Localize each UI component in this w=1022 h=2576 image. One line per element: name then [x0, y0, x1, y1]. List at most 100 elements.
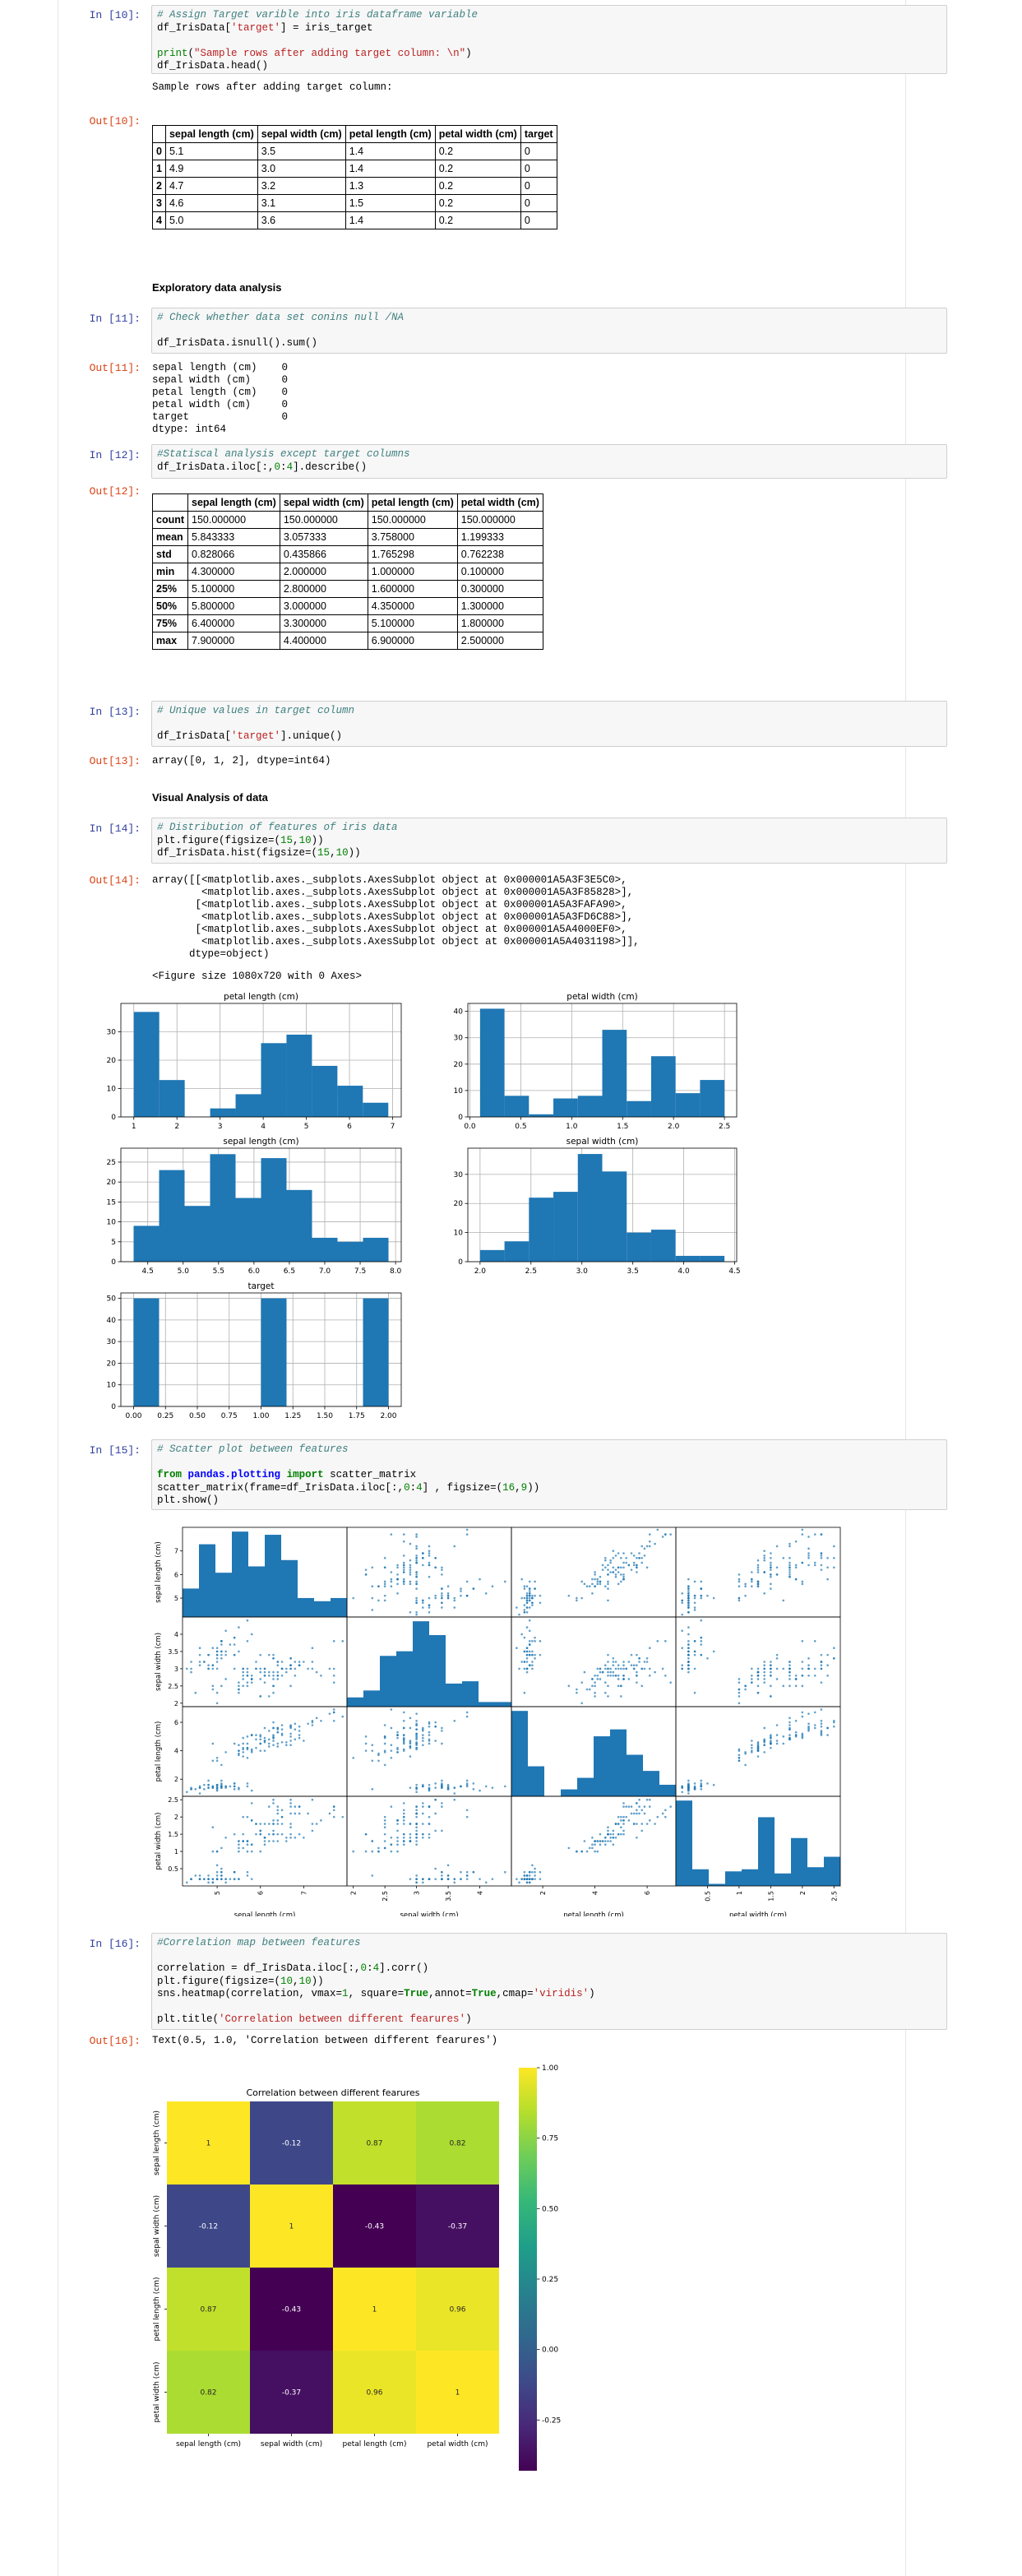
- scatter-point: [770, 1674, 772, 1677]
- scatter-point: [504, 1785, 506, 1788]
- scatter-point: [640, 1823, 644, 1825]
- scatter-point: [576, 1691, 578, 1694]
- scatter-point: [520, 1578, 523, 1581]
- scatter-point: [622, 1823, 625, 1825]
- code-token: )): [348, 847, 361, 859]
- scatter-point: [207, 1653, 210, 1656]
- scatter-point: [332, 1720, 335, 1722]
- dataframe-head-table: sepal length (cm) sepal width (cm) petal l…: [152, 125, 557, 229]
- scatter-point: [465, 1594, 469, 1597]
- scatter-point: [434, 1782, 437, 1785]
- scatter-point: [531, 1596, 534, 1600]
- x-tick-label: sepal width (cm): [261, 2440, 322, 2449]
- scatter-point: [807, 1564, 810, 1567]
- scatter-point: [285, 1670, 288, 1674]
- code-editor[interactable]: # Unique values in target column​df_Iris…: [151, 701, 947, 747]
- scatter-point: [681, 1786, 683, 1789]
- x-tick-label: sepal length (cm): [176, 2440, 241, 2449]
- scatter-point: [207, 1878, 210, 1880]
- table-row: 75% 6.400000 3.300000 5.100000 1.800000: [151, 614, 543, 632]
- scatter-point: [567, 1594, 571, 1597]
- scatter-point: [263, 1840, 266, 1842]
- code-editor[interactable]: # Assign Target varible into iris datafr…: [151, 5, 947, 74]
- scatter-point: [453, 1596, 456, 1600]
- scatter-point: [794, 1730, 798, 1734]
- code-editor[interactable]: # Distribution of features of iris data p…: [151, 818, 947, 864]
- scatter-point: [267, 1823, 271, 1825]
- scatter-point: [428, 1786, 431, 1789]
- scatter-point: [238, 1850, 240, 1853]
- scatter-point: [788, 1571, 791, 1573]
- output-text: Text(0.5, 1.0, 'Correlation between diff…: [152, 2035, 498, 2046]
- scatter-point: [654, 1542, 656, 1545]
- scatter-point: [751, 1678, 753, 1680]
- heatmap-cell: [333, 2185, 416, 2268]
- scatter-point: [441, 1596, 443, 1600]
- scatter-point: [246, 1815, 249, 1818]
- scatter-point: [409, 1823, 412, 1825]
- scatter-point: [625, 1805, 627, 1808]
- out-prompt: Out[11]:: [89, 362, 141, 374]
- scatter-point: [402, 1802, 405, 1805]
- scatter-point: [491, 1878, 494, 1880]
- table-cell: 0: [520, 194, 557, 212]
- scatter-point: [190, 1661, 192, 1663]
- code-editor[interactable]: # Scatter plot between features​from pan…: [151, 1439, 947, 1510]
- scatter-point: [415, 1559, 418, 1562]
- code-editor[interactable]: # Check whether data set conins null /NA…: [151, 308, 947, 354]
- table-cell: 5.800000: [187, 597, 280, 615]
- scatter-point: [377, 1754, 380, 1757]
- scatter-point: [415, 1740, 418, 1744]
- code-token: 10: [298, 1975, 312, 1987]
- scatter-point: [446, 1874, 450, 1877]
- scatter-point: [523, 1650, 526, 1653]
- scatter-point: [607, 1568, 609, 1571]
- code-editor[interactable]: #Correlation map between features​correl…: [151, 1933, 947, 2030]
- scatter-point: [648, 1798, 651, 1801]
- scatter-point: [612, 1566, 615, 1569]
- scatter-point: [813, 1711, 816, 1714]
- scatter-point: [203, 1878, 206, 1880]
- scatter-point: [599, 1582, 602, 1586]
- scatter-point: [770, 1740, 772, 1742]
- scatter-point: [289, 1667, 292, 1670]
- scatter-point: [422, 1552, 424, 1554]
- code-line: ​: [157, 1950, 941, 1963]
- scatter-point: [383, 1724, 386, 1726]
- scatter-point: [441, 1566, 443, 1569]
- scatter-point: [422, 1740, 424, 1742]
- scatter-point: [531, 1601, 534, 1605]
- scatter-point: [763, 1681, 765, 1684]
- scatter-point: [402, 1748, 405, 1751]
- heatmap-annotation: -0.43: [365, 2223, 384, 2231]
- code-line: sns.heatmap(correlation, vmax=1, square=…: [157, 1988, 941, 2001]
- scatter-point: [263, 1837, 266, 1839]
- scatter-point: [813, 1674, 816, 1677]
- scatter-point: [534, 1874, 536, 1877]
- scatter-point: [531, 1640, 534, 1642]
- diagonal-hist-bar: [725, 1871, 742, 1886]
- y-tick-label: 6: [174, 1571, 178, 1578]
- diagonal-hist-bar: [232, 1531, 248, 1617]
- code-editor[interactable]: #Statiscal analysis except target column…: [151, 444, 947, 479]
- scatter-point: [820, 1533, 823, 1536]
- table-cell: 3.2: [257, 177, 346, 195]
- scatter-point: [441, 1802, 443, 1805]
- scatter-point: [738, 1599, 741, 1602]
- scatter-point: [255, 1661, 257, 1663]
- scatter-point: [782, 1556, 785, 1559]
- scatter-point: [588, 1585, 591, 1588]
- scatter-point: [280, 1724, 284, 1726]
- scatter-point: [303, 1837, 305, 1839]
- scatter-point: [259, 1670, 262, 1674]
- scatter-point: [807, 1712, 810, 1715]
- scatter-point: [617, 1582, 620, 1586]
- scatter-point: [763, 1740, 765, 1744]
- scatter-point: [525, 1881, 529, 1884]
- code-token: 16: [502, 1481, 516, 1494]
- scatter-point: [267, 1805, 271, 1808]
- scatter-point: [826, 1734, 829, 1736]
- scatter-point: [263, 1823, 266, 1825]
- x-tick-label: 0.5: [704, 1891, 711, 1902]
- scatter-point: [744, 1752, 747, 1755]
